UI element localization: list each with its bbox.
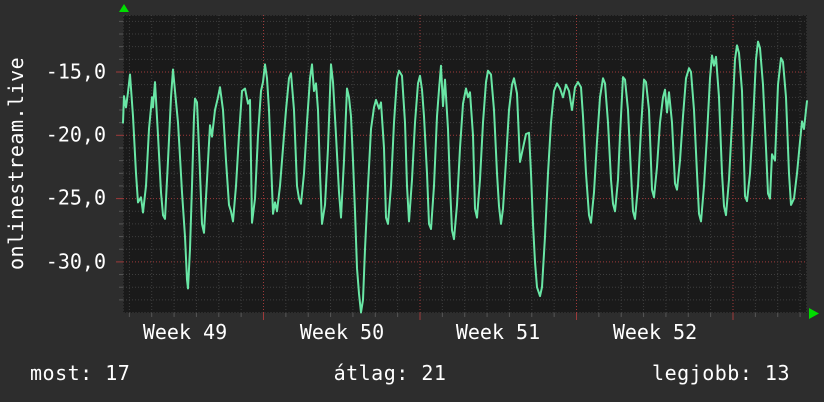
- x-axis-tick-label: Week 52: [612, 320, 698, 344]
- x-axis-arrow-icon: [809, 308, 819, 319]
- x-axis-tick-label: Week 49: [142, 320, 228, 344]
- x-axis-tick-label: Week 50: [299, 320, 385, 344]
- stat-average: átlag: 21: [333, 361, 447, 385]
- listeners-line: [122, 40, 808, 314]
- y-axis-tick-label: -20,0: [45, 122, 106, 147]
- plot-frame: [123, 15, 807, 313]
- stat-best: legjobb: 13: [652, 361, 790, 385]
- y-axis-arrow-icon: [119, 4, 129, 12]
- stat-current: most: 17: [30, 361, 131, 385]
- x-axis-tick-label: Week 51: [455, 320, 541, 344]
- y-axis-tick-label: -30,0: [45, 249, 106, 274]
- y-axis-tick-label: -25,0: [45, 185, 106, 210]
- y-axis-tick-label: -15,0: [45, 59, 106, 84]
